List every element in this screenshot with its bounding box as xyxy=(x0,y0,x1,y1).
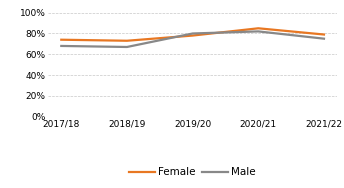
Line: Male: Male xyxy=(61,31,324,47)
Female xyxy=(322,33,326,36)
Female xyxy=(59,39,63,41)
Female xyxy=(125,40,129,42)
Male xyxy=(256,30,260,33)
Male xyxy=(125,46,129,48)
Male xyxy=(322,38,326,40)
Female xyxy=(191,34,195,37)
Male xyxy=(191,32,195,35)
Line: Female: Female xyxy=(61,28,324,41)
Female xyxy=(256,27,260,29)
Legend: Female, Male: Female, Male xyxy=(125,163,260,182)
Male xyxy=(59,45,63,47)
